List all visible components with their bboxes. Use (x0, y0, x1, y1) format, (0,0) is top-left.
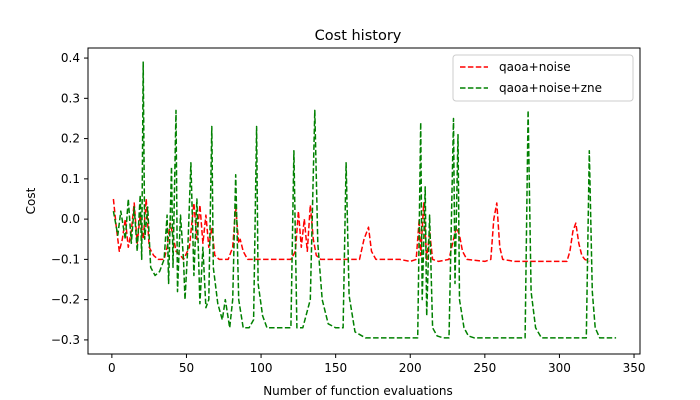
y-tick-label: 0.4 (61, 51, 80, 65)
series-line-qaoa-noise (112, 198, 590, 263)
legend-label-qaoa-noise-zne: qaoa+noise+zne (499, 81, 602, 95)
x-tick-label: 200 (399, 361, 422, 375)
x-axis: 0 50 100 150 200 250 300 350 (108, 354, 645, 375)
x-tick-label: 100 (250, 361, 273, 375)
legend: qaoa+noise qaoa+noise+zne (452, 54, 634, 102)
y-tick-label: 0.1 (61, 172, 80, 186)
x-axis-label: Number of function evaluations (263, 384, 453, 398)
series-line-qaoa-noise-zne (112, 61, 617, 339)
y-tick-label: 0.3 (61, 91, 80, 105)
x-tick-label: 150 (324, 361, 347, 375)
y-tick-label: −0.1 (51, 252, 80, 266)
y-axis-label: Cost (24, 187, 38, 214)
chart-title: Cost history (315, 28, 402, 44)
x-tick-label: 50 (179, 361, 194, 375)
y-axis: −0.3 −0.2 −0.1 0.0 0.1 0.2 0.3 0.4 (51, 51, 88, 347)
y-tick-label: −0.3 (51, 333, 80, 347)
x-tick-label: 350 (623, 361, 646, 375)
legend-label-qaoa-noise: qaoa+noise (499, 60, 571, 74)
x-tick-label: 0 (108, 361, 116, 375)
legend-box (452, 54, 634, 102)
y-tick-label: 0.2 (61, 132, 80, 146)
x-tick-label: 250 (473, 361, 496, 375)
plot-frame (87, 47, 641, 355)
y-tick-label: −0.2 (51, 293, 80, 307)
x-tick-label: 300 (548, 361, 571, 375)
y-tick-label: 0.0 (61, 212, 80, 226)
